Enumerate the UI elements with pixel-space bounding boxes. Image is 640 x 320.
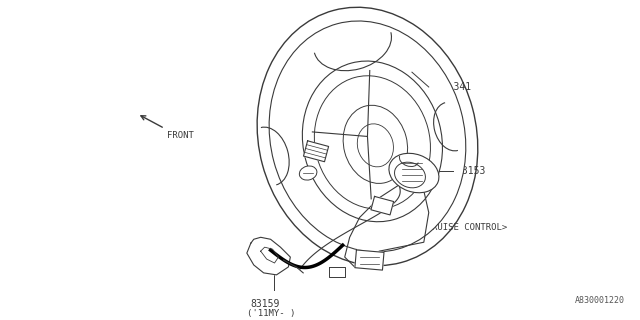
Text: ('11MY- ): ('11MY- ) [247, 309, 295, 318]
Polygon shape [371, 196, 394, 215]
Text: <AUDIO&CRUISE CONTROL>: <AUDIO&CRUISE CONTROL> [389, 223, 508, 232]
Ellipse shape [343, 105, 408, 183]
Ellipse shape [357, 124, 394, 167]
Ellipse shape [257, 7, 478, 266]
Ellipse shape [300, 166, 317, 180]
Polygon shape [355, 250, 384, 270]
Ellipse shape [314, 76, 431, 209]
Polygon shape [303, 141, 328, 162]
Text: 83153: 83153 [456, 166, 486, 176]
Polygon shape [247, 237, 291, 275]
Text: FRONT: FRONT [167, 131, 194, 140]
Text: 83159: 83159 [251, 299, 280, 308]
Ellipse shape [302, 61, 442, 222]
Ellipse shape [389, 153, 439, 193]
Ellipse shape [269, 21, 466, 252]
Polygon shape [329, 267, 345, 277]
Text: FIG.341: FIG.341 [431, 82, 472, 92]
Text: A830001220: A830001220 [575, 296, 625, 305]
Ellipse shape [394, 162, 426, 188]
